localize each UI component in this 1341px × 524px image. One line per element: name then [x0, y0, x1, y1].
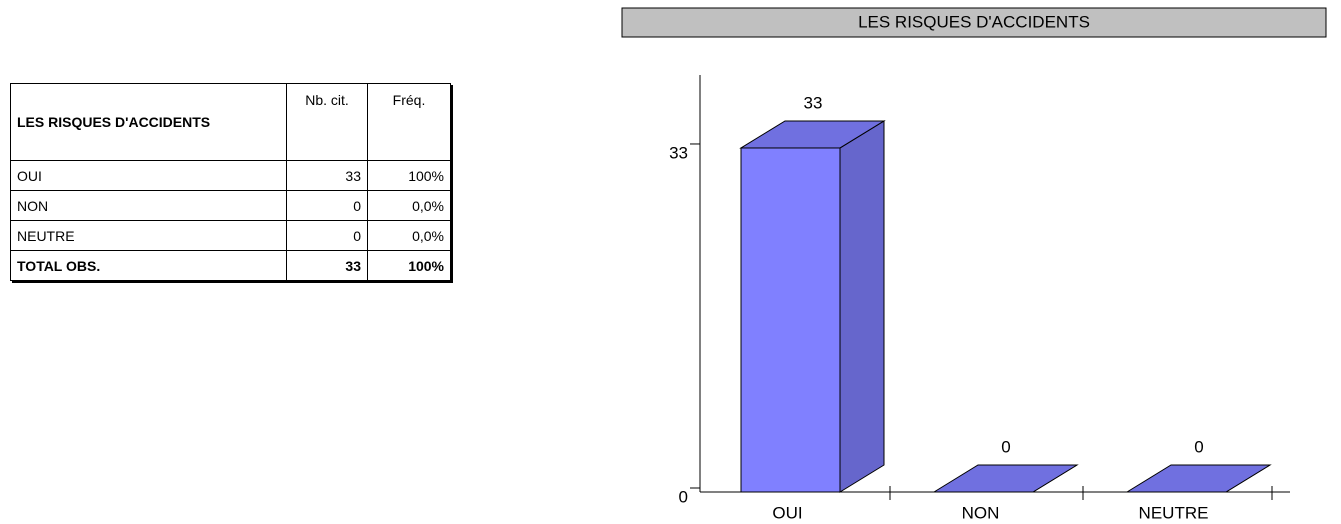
table-cell: NON	[10, 190, 287, 221]
data-label: 0	[1194, 437, 1203, 456]
chart-title: LES RISQUES D'ACCIDENTS	[858, 12, 1090, 31]
table-row: NON 0 0,0%	[10, 190, 451, 221]
table-cell: 100%	[367, 250, 451, 281]
table-cell: OUI	[10, 160, 287, 191]
table-cell: Fréq.	[367, 83, 451, 161]
frequency-table: LES RISQUES D'ACCIDENTS Nb. cit. Fréq. OUI 3…	[10, 83, 451, 281]
table-row: OUI 33 100%	[10, 160, 451, 191]
bar-top	[1125, 464, 1272, 493]
data-label: 0	[1001, 437, 1010, 456]
table-row: NEUTRE 0 0,0%	[10, 220, 451, 251]
table-cell: LES RISQUES D'ACCIDENTS	[10, 83, 287, 161]
table-cell: 100%	[367, 160, 451, 191]
title-box	[621, 7, 1327, 38]
bar-side	[839, 120, 885, 493]
x-tick-label: OUI	[772, 503, 802, 522]
x-tick-label: NON	[962, 503, 1000, 522]
x-tick-label: NEUTRE	[1139, 503, 1209, 522]
table-cell: 0	[286, 190, 368, 221]
table-cell: 33	[286, 250, 368, 281]
y-tick-label: 0	[679, 487, 688, 506]
table-row: TOTAL OBS. 33 100%	[10, 250, 451, 281]
bar-top	[932, 464, 1079, 493]
table-cell: TOTAL OBS.	[10, 250, 287, 281]
table-row: LES RISQUES D'ACCIDENTS Nb. cit. Fréq.	[10, 83, 451, 161]
bar	[740, 147, 841, 493]
y-tick-label: 33	[669, 143, 688, 162]
table-cell: Nb. cit.	[286, 83, 368, 161]
data-label: 33	[804, 93, 823, 112]
